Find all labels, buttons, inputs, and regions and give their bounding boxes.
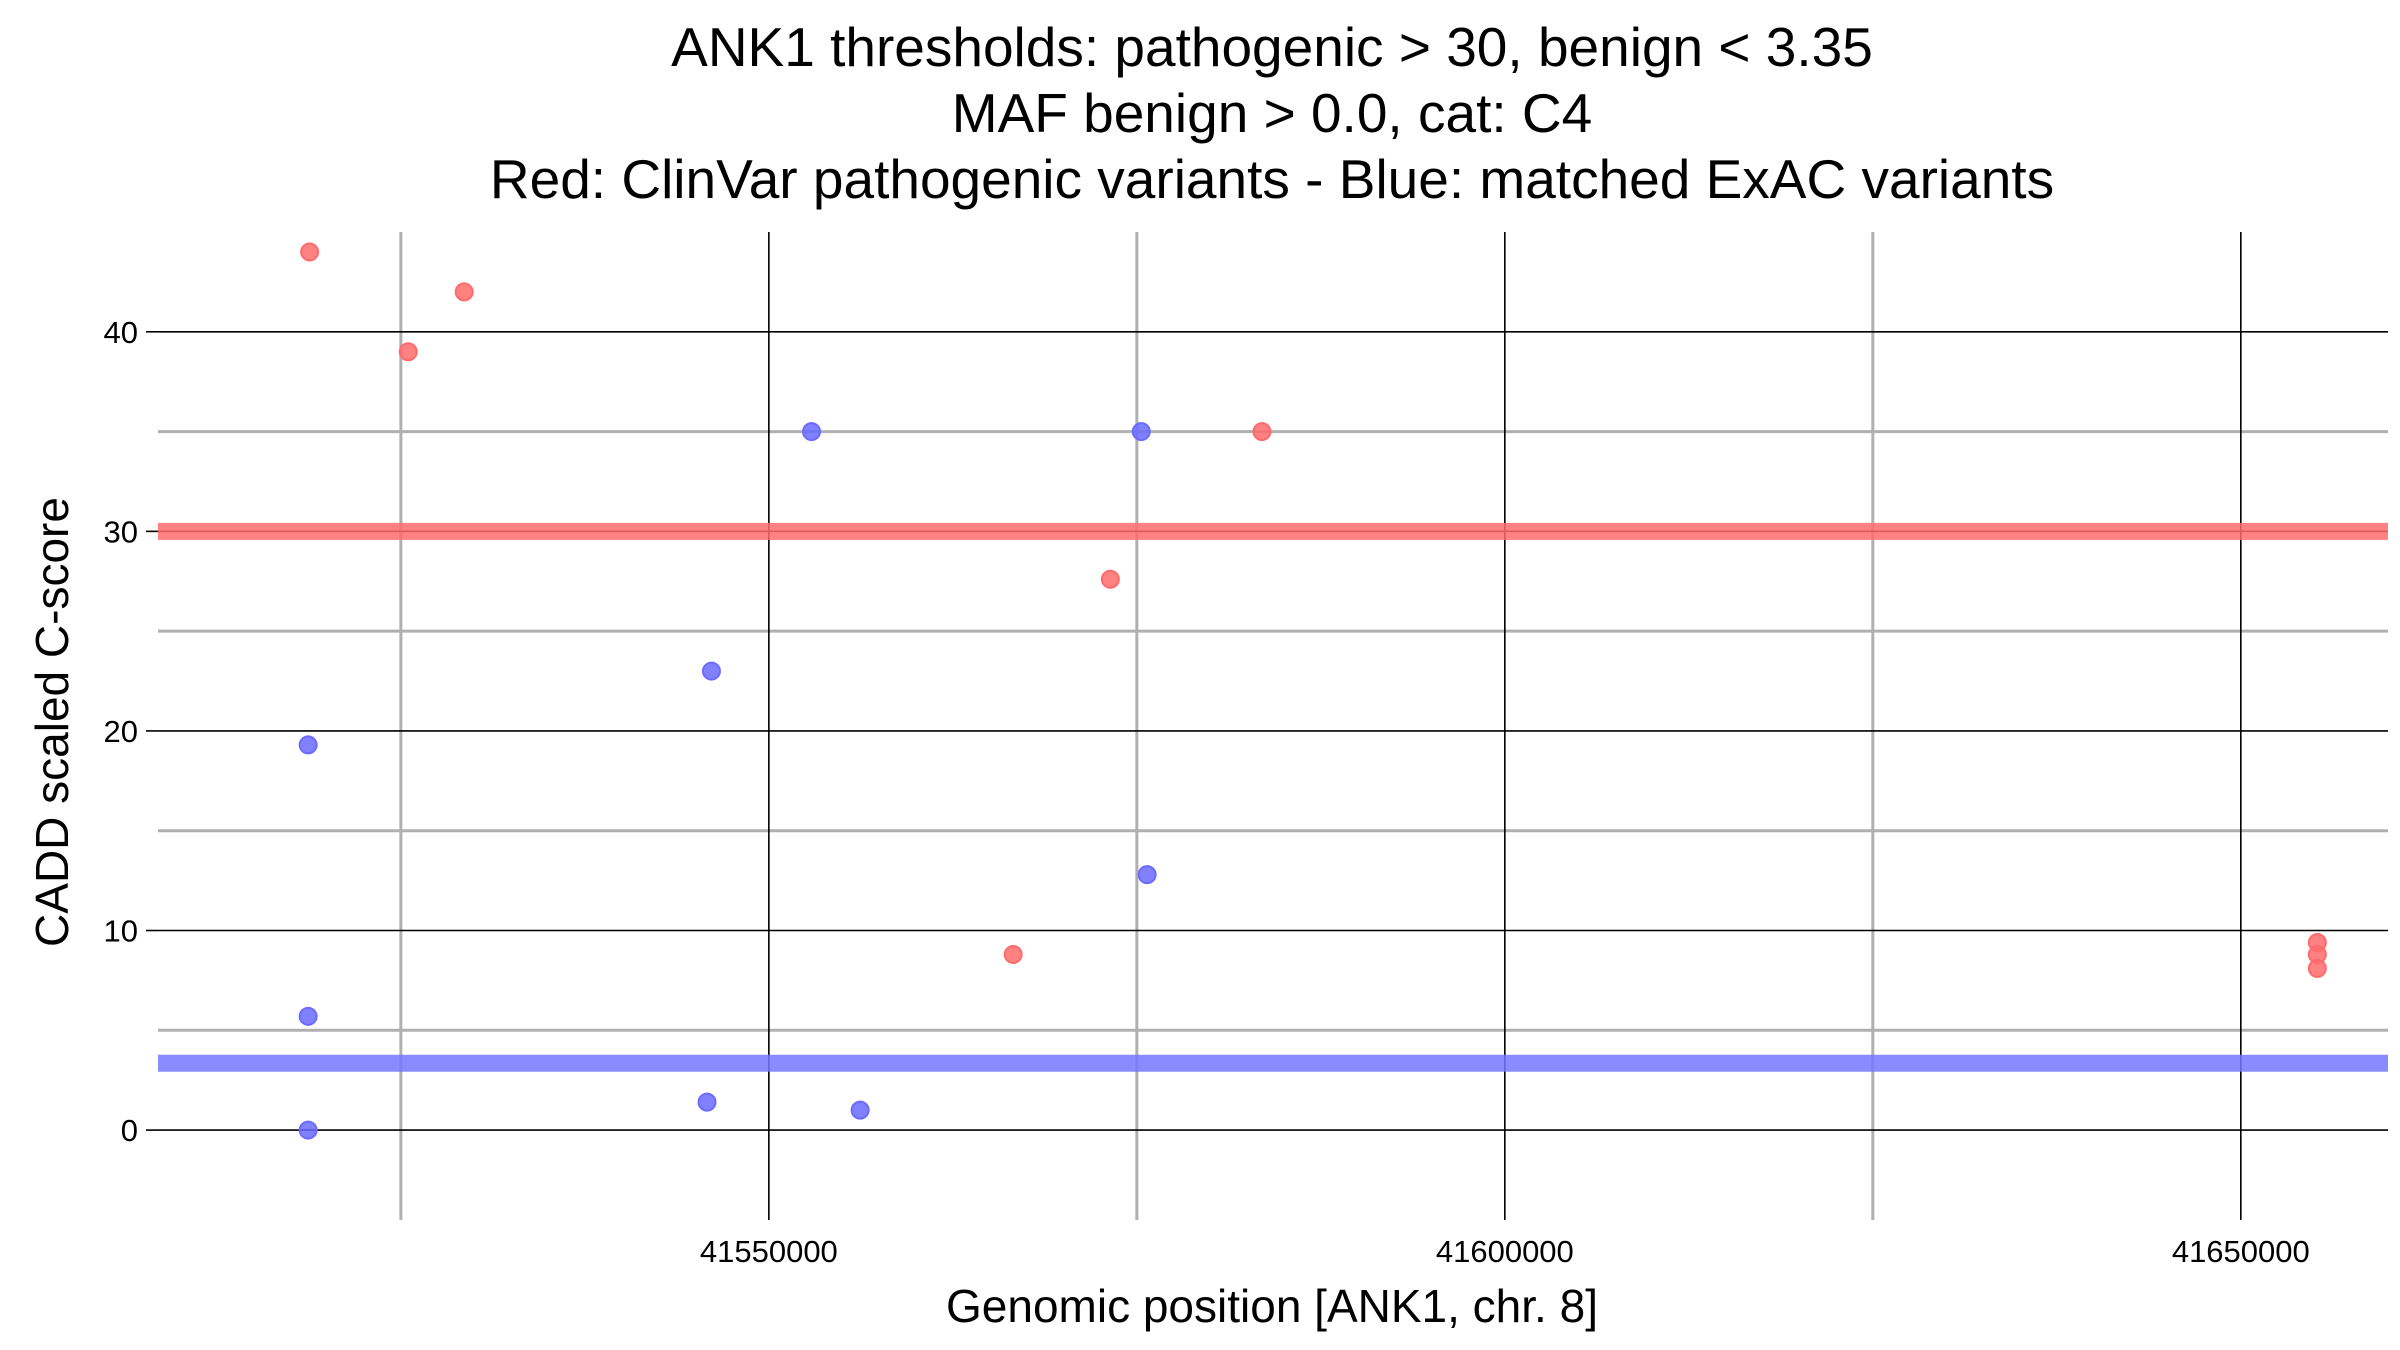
exac-point — [298, 1006, 318, 1026]
exac-point — [298, 735, 318, 755]
y-tick-label: 10 — [104, 914, 138, 949]
chart-title-line-3: Red: ClinVar pathogenic variants - Blue:… — [490, 148, 2054, 210]
y-tick-label: 0 — [121, 1113, 138, 1148]
exac-point — [701, 661, 721, 681]
exac-point — [298, 1120, 318, 1140]
y-tick-label: 40 — [104, 315, 138, 350]
clinvar-point — [454, 282, 474, 302]
exac-point — [1137, 865, 1157, 885]
data-points — [298, 242, 2327, 1140]
clinvar-point — [1100, 569, 1120, 589]
minor-gridlines — [158, 232, 2388, 1220]
x-tick-label: 41650000 — [2172, 1234, 2310, 1269]
threshold-lines — [158, 522, 2388, 1072]
x-tick-label: 41550000 — [700, 1234, 838, 1269]
exac-point — [1131, 422, 1151, 442]
major-gridlines — [158, 232, 2388, 1220]
y-tick-label: 20 — [104, 714, 138, 749]
clinvar-point — [398, 342, 418, 362]
x-axis-title: Genomic position [ANK1, chr. 8] — [946, 1280, 1598, 1332]
axes: 0 10 20 30 40 41550000 41600000 41650000 — [104, 315, 2310, 1269]
chart-title-line-2: MAF benign > 0.0, cat: C4 — [952, 82, 1592, 144]
y-tick-label: 30 — [104, 514, 138, 549]
exac-point — [697, 1092, 717, 1112]
clinvar-point — [1252, 422, 1272, 442]
chart-title: ANK1 thresholds: pathogenic > 30, benign… — [490, 16, 2054, 210]
clinvar-point — [300, 242, 320, 262]
clinvar-point — [2307, 958, 2327, 978]
y-axis-title: CADD scaled C-score — [26, 497, 78, 947]
exac-point — [802, 422, 822, 442]
chart-title-line-1: ANK1 thresholds: pathogenic > 30, benign… — [671, 16, 1873, 78]
clinvar-point — [1003, 944, 1023, 964]
x-tick-label: 41600000 — [1436, 1234, 1574, 1269]
exac-point — [850, 1100, 870, 1120]
